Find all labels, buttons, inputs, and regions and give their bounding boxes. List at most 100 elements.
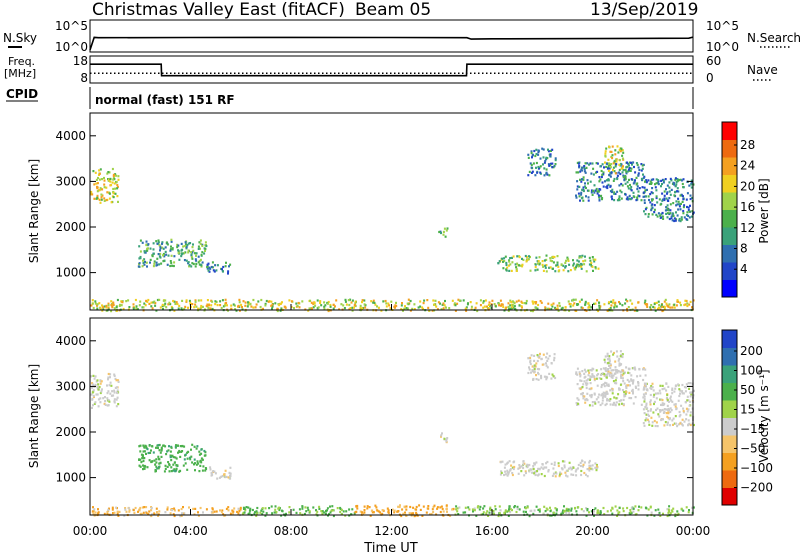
heatmap-cell <box>92 506 94 509</box>
heatmap-cell <box>167 254 170 257</box>
heatmap-cell <box>188 265 191 268</box>
colorbar-tick-label: 16 <box>740 200 755 214</box>
heatmap-cell <box>608 162 611 165</box>
heatmap-cell <box>639 374 642 377</box>
heatmap-cell <box>285 512 287 515</box>
heatmap-cell <box>602 383 605 386</box>
heatmap-cell <box>387 511 390 514</box>
heatmap-cell <box>590 306 593 309</box>
heatmap-cell <box>163 304 166 307</box>
heatmap-cell <box>227 476 230 479</box>
heatmap-cell <box>650 209 653 212</box>
heatmap-cell <box>93 183 96 186</box>
heatmap-cell <box>634 396 637 399</box>
heatmap-cell <box>611 392 614 395</box>
heatmap-cell <box>529 468 532 471</box>
heatmap-cell <box>676 203 679 206</box>
heatmap-cell <box>134 298 137 302</box>
nave-tick-high: 60 <box>706 54 721 68</box>
heatmap-cell <box>550 149 552 152</box>
heatmap-cell <box>509 263 512 266</box>
heatmap-cell <box>587 374 590 377</box>
heatmap-cell <box>653 419 656 423</box>
heatmap-cell <box>592 368 595 371</box>
heatmap-cell <box>106 397 109 400</box>
heatmap-cell <box>537 165 540 169</box>
heatmap-cell <box>107 302 110 305</box>
heatmap-cell <box>522 463 525 466</box>
heatmap-cell <box>128 509 131 512</box>
heatmap-cell <box>590 172 593 175</box>
heatmap-cell <box>549 164 552 167</box>
heatmap-cell <box>517 299 520 302</box>
heatmap-cell <box>467 506 470 509</box>
heatmap-cell <box>96 185 98 188</box>
heatmap-cell <box>238 309 241 312</box>
heatmap-cell <box>100 198 103 201</box>
heatmap-cell <box>107 508 110 511</box>
heatmap-cell <box>110 183 113 187</box>
heatmap-cell <box>508 508 510 511</box>
heatmap-cell <box>339 510 342 514</box>
heatmap-cell <box>627 367 630 370</box>
heatmap-cell <box>629 384 631 387</box>
heatmap-cell <box>145 299 148 302</box>
heatmap-cell <box>215 269 218 272</box>
heatmap-cell <box>462 511 465 514</box>
heatmap-cell <box>476 506 479 509</box>
heatmap-cell <box>110 394 113 397</box>
heatmap-cell <box>439 510 442 514</box>
heatmap-cell <box>612 369 615 372</box>
heatmap-cell <box>630 397 633 400</box>
heatmap-cell <box>145 445 148 448</box>
heatmap-cell <box>543 167 546 170</box>
heatmap-cell <box>535 378 538 381</box>
heatmap-cell <box>692 506 695 509</box>
heatmap-cell <box>103 199 106 202</box>
heatmap-cell <box>609 398 612 401</box>
heatmap-cell <box>625 385 628 388</box>
heatmap-cell <box>144 304 147 307</box>
heatmap-cell <box>482 507 485 510</box>
heatmap-cell <box>587 199 590 202</box>
heatmap-cell <box>214 300 217 303</box>
heatmap-cell <box>580 191 583 194</box>
heatmap-cell <box>642 368 644 371</box>
heatmap-cell <box>605 186 608 189</box>
heatmap-cell <box>585 186 587 190</box>
heatmap-cell <box>464 307 467 310</box>
heatmap-cell <box>150 305 153 308</box>
heatmap-cell <box>181 450 184 453</box>
heatmap-cell <box>607 383 610 386</box>
heatmap-cell <box>512 255 515 258</box>
heatmap-cell <box>509 468 512 471</box>
heatmap-cell <box>122 307 125 311</box>
heatmap-cell <box>107 376 110 379</box>
heatmap-cell <box>142 459 145 463</box>
heatmap-cell <box>486 305 488 308</box>
heatmap-cell <box>115 174 118 177</box>
heatmap-cell <box>274 505 277 508</box>
heatmap-cell <box>445 504 448 507</box>
heatmap-cell <box>98 173 100 176</box>
heatmap-cell <box>92 404 94 407</box>
heatmap-cell <box>103 197 106 200</box>
heatmap-cell <box>576 185 579 188</box>
heatmap-cell <box>572 304 575 307</box>
y-tick-label: 3000 <box>55 379 86 393</box>
heatmap-cell <box>584 171 587 174</box>
heatmap-cell <box>194 265 197 268</box>
heatmap-cell <box>485 512 488 515</box>
heatmap-cell <box>164 299 167 302</box>
heatmap-cell <box>603 303 606 306</box>
heatmap-cell <box>669 209 672 212</box>
heatmap-cell <box>105 199 108 202</box>
heatmap-cell <box>525 471 527 475</box>
heatmap-cell <box>283 305 286 308</box>
heatmap-cell <box>676 180 679 183</box>
heatmap-cell <box>159 252 162 256</box>
heatmap-cell <box>538 510 541 513</box>
heatmap-cell <box>692 299 695 302</box>
heatmap-cell <box>145 243 148 247</box>
heatmap-cell <box>683 303 686 307</box>
